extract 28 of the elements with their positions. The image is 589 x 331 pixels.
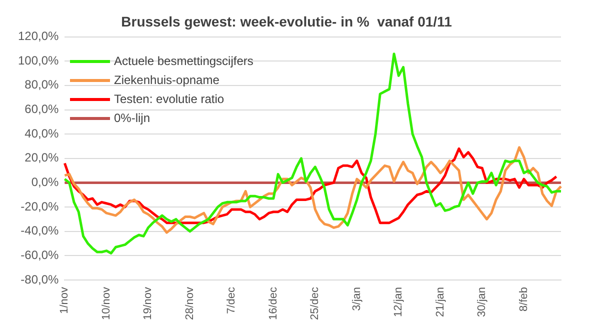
legend-label: Actuele besmettingscijfers bbox=[114, 53, 254, 70]
y-tick-label: 0,0% bbox=[31, 175, 60, 190]
x-tick-label: 19/nov bbox=[142, 286, 154, 320]
chart-title: Brussels gewest: week-evolutie- in % vanaf 01/11 bbox=[121, 13, 452, 30]
y-tick-label: 60,0% bbox=[24, 102, 60, 116]
x-tick-label: 10/nov bbox=[100, 286, 112, 320]
x-tick-label: 16/dec bbox=[267, 286, 280, 320]
x-tick-label: 7/dec bbox=[226, 286, 238, 314]
y-tick-label: -80,0% bbox=[20, 272, 60, 286]
x-tick-label: 25/dec bbox=[309, 286, 322, 320]
y-tick-label: -60,0% bbox=[20, 248, 60, 262]
x-tick-label: 1/nov bbox=[58, 286, 71, 314]
legend-label: Ziekenhuis-opname bbox=[114, 72, 220, 89]
y-tick-label: 40,0% bbox=[24, 126, 60, 140]
y-tick-label: 100,0% bbox=[18, 53, 60, 68]
x-tick-label: 28/nov bbox=[184, 286, 196, 320]
x-tick-label: 30/jan bbox=[476, 286, 488, 317]
x-tick-label: 21/jan bbox=[434, 286, 446, 317]
y-tick-label: -20,0% bbox=[20, 199, 60, 214]
x-tick-label: 8/feb bbox=[518, 286, 530, 312]
y-tick-label: 20,0% bbox=[24, 150, 60, 165]
x-tick-label: 3/jan bbox=[350, 286, 363, 311]
y-tick-label: -40,0% bbox=[20, 224, 60, 238]
legend-label: Testen: evolutie ratio bbox=[114, 91, 224, 108]
legend-label: 0%-lijn bbox=[114, 110, 150, 127]
y-tick-label: 120,0% bbox=[18, 29, 60, 44]
x-tick-label: 12/jan bbox=[392, 286, 405, 317]
y-tick-label: 80,0% bbox=[24, 78, 60, 92]
